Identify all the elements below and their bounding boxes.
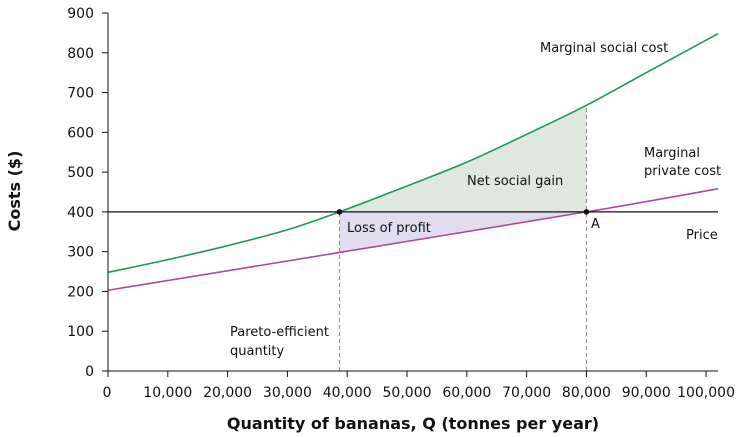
series-label-marginal-private-cost-line2: private cost [644,164,721,179]
pareto-efficient-label-line1: Pareto-efficient [230,325,329,340]
points [336,209,590,215]
annotations: Net social gain Loss of profit Marginal … [230,41,721,359]
series-line-marginal-social-cost [107,32,719,274]
x-tick-label-30000: 30,000 [263,385,312,401]
region-label-net-social-gain: Net social gain [467,174,563,189]
y-tick-label-0: 0 [85,364,94,380]
x-tick-label-10000: 10,000 [143,385,192,401]
y-tick-label-600: 600 [67,125,94,141]
reference-lines [338,105,587,371]
region-net-social-gain [339,105,587,212]
point-a [583,209,590,215]
x-axis-title: Quantity of bananas, Q (tonnes per year) [227,414,599,433]
series-label-price: Price [686,228,718,243]
y-tick-label-200: 200 [67,284,94,300]
x-tick-label-90000: 90,000 [622,385,671,401]
region-label-loss-of-profit: Loss of profit [347,221,431,236]
y-tick-label-100: 100 [67,324,94,340]
x-tick-label-80000: 80,000 [562,385,611,401]
x-tick-label-20000: 20,000 [203,385,252,401]
point-label-a: A [591,217,600,232]
series-lines [107,32,719,292]
y-tick-label-300: 300 [67,245,94,261]
y-tick-label-800: 800 [67,46,94,62]
series-label-marginal-social-cost: Marginal social cost [540,41,668,56]
x-tick-label-70000: 70,000 [502,385,551,401]
y-tick-label-700: 700 [67,86,94,102]
point-pareto-efficient [336,209,343,215]
x-tick-label-40000: 40,000 [323,385,372,401]
series-line-marginal-private-cost [107,188,719,292]
x-tick-label-100000: 100,000 [677,385,735,401]
series-label-marginal-private-cost-line1: Marginal [644,146,700,161]
pareto-efficient-label-line2: quantity [230,344,285,359]
y-axis-title: Costs ($) [5,151,24,232]
y-tick-label-900: 900 [67,6,94,22]
y-tick-label-400: 400 [67,205,94,221]
y-tick-label-500: 500 [67,165,94,181]
x-tick-label-60000: 60,000 [442,385,491,401]
x-tick-label-50000: 50,000 [383,385,432,401]
x-tick-label-0: 0 [103,385,112,401]
axes: 0 100 200 300 400 500 600 700 800 900 0 10,000 20,00… [67,6,735,401]
